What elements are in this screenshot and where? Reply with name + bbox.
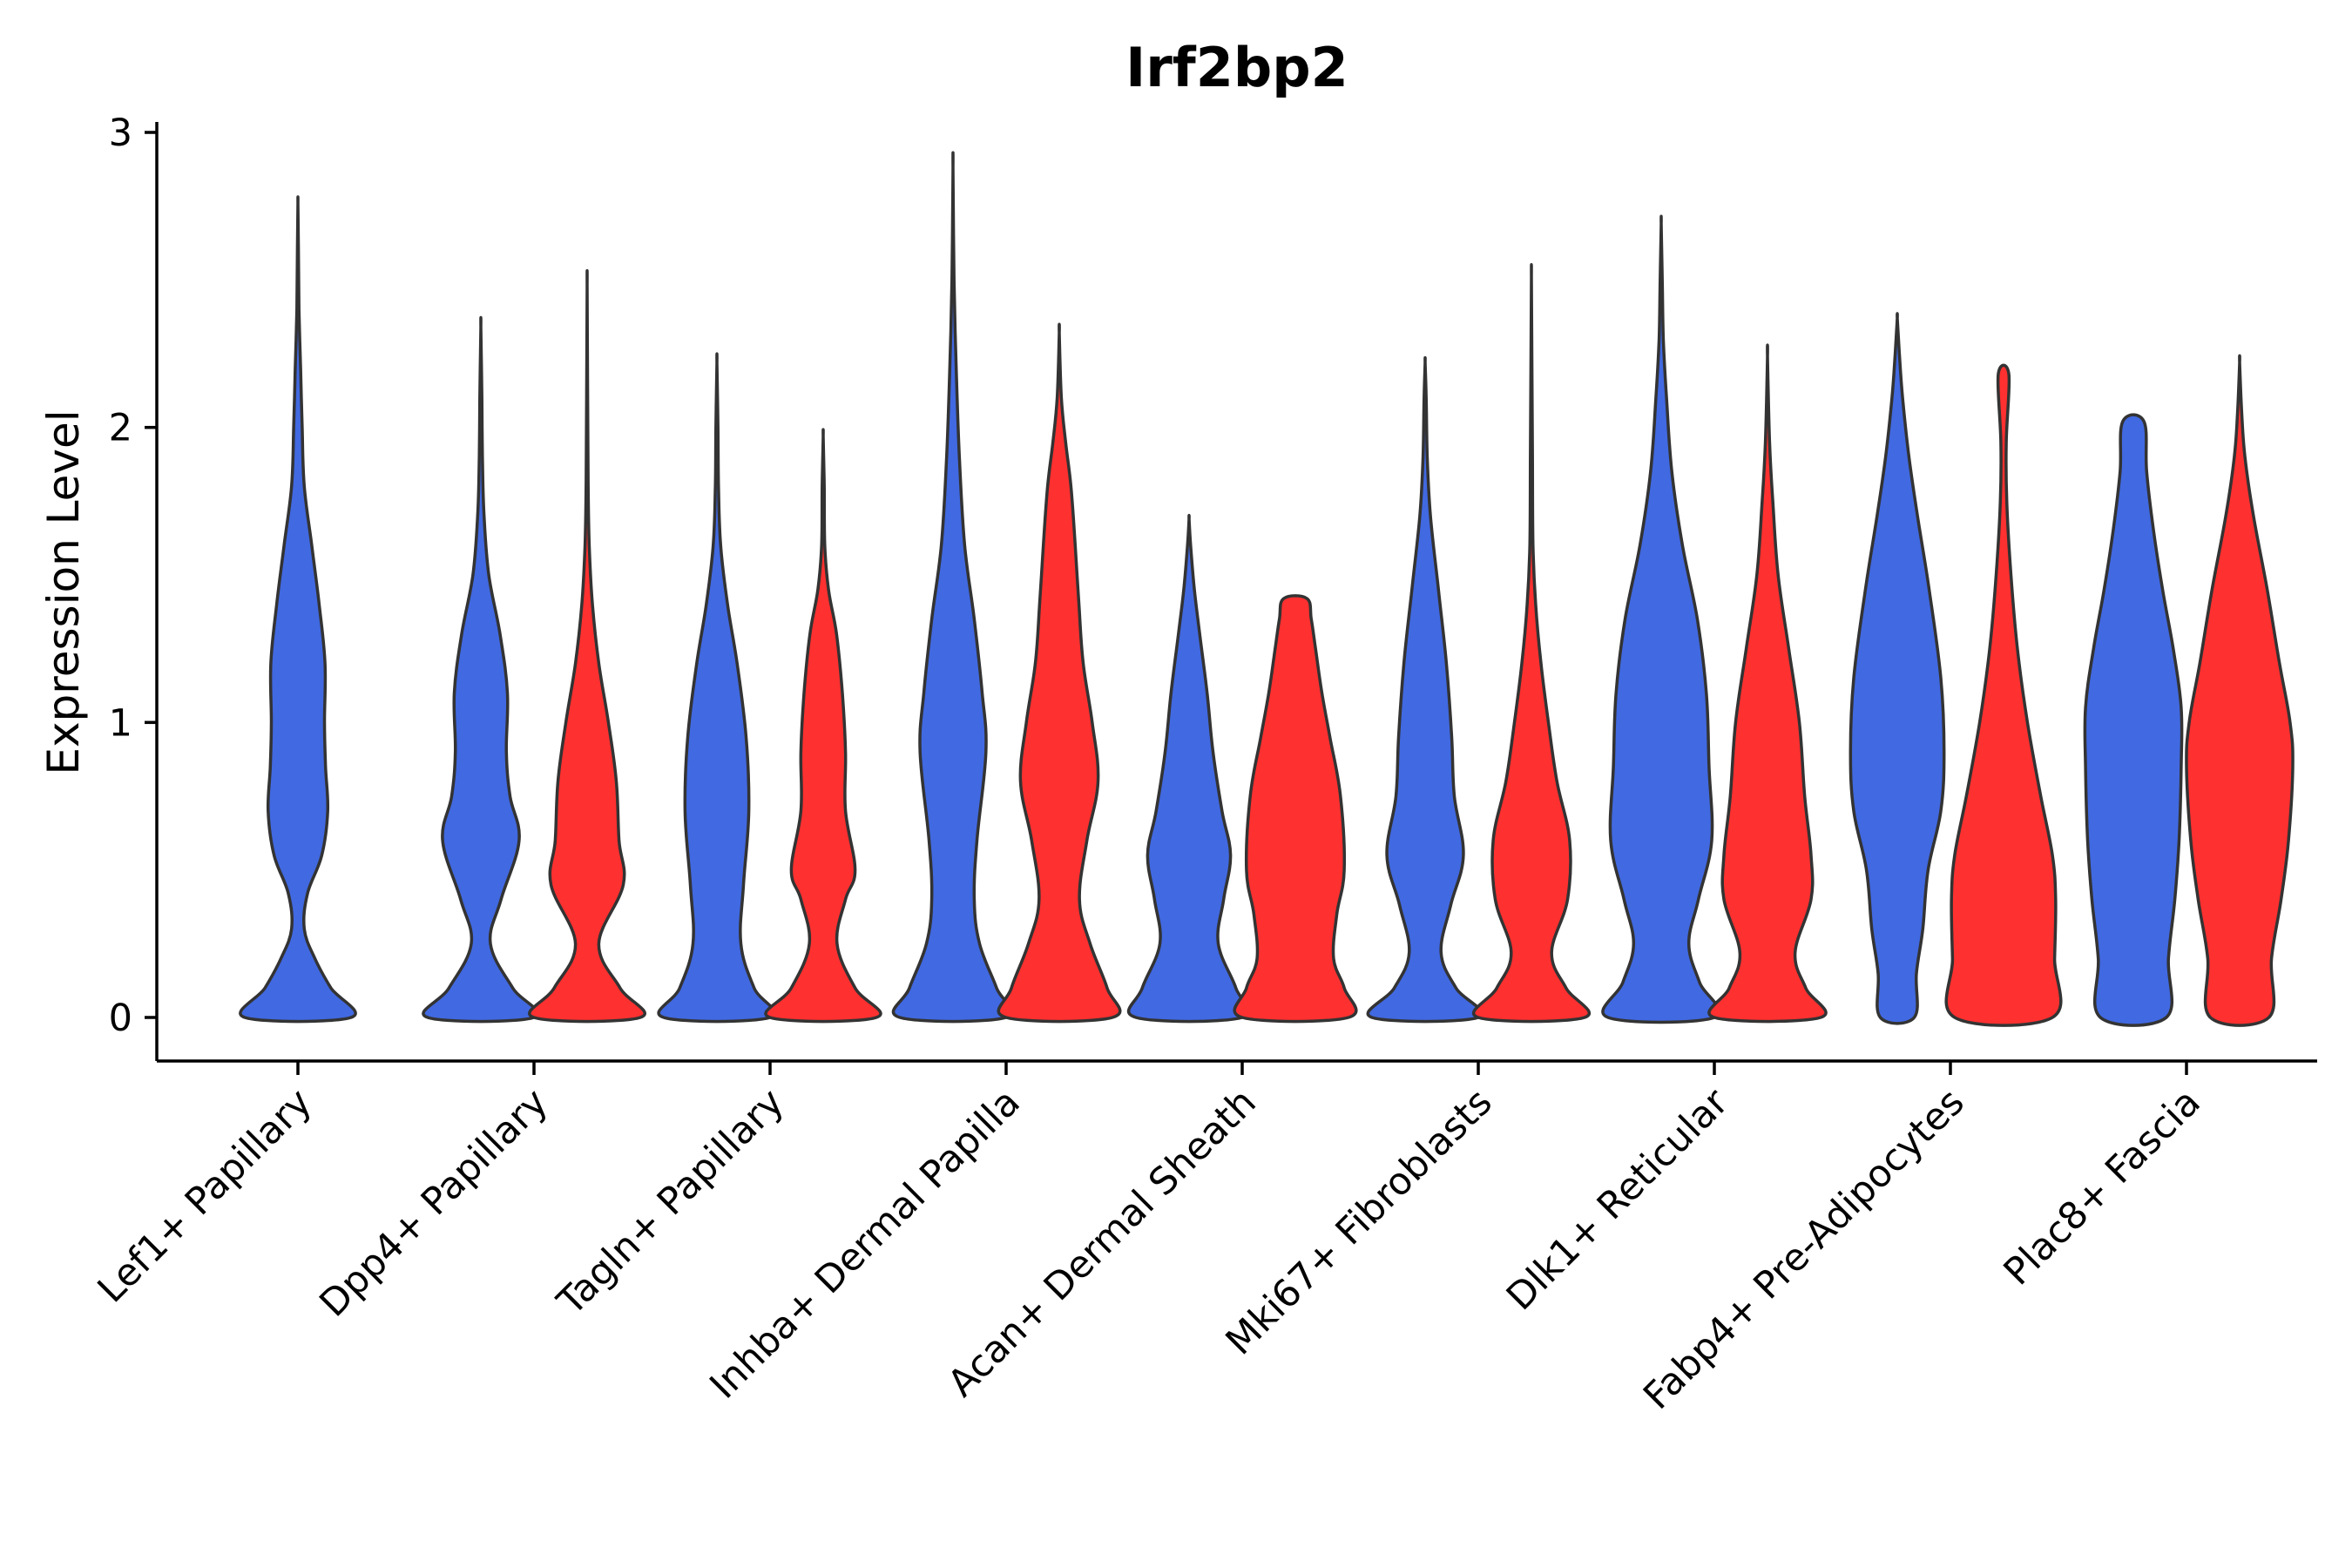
y-tick-label: 1: [109, 701, 132, 745]
violin-group-2: [1707, 343, 1828, 1024]
violin-group-1: [891, 151, 1015, 1024]
y-tick-label: 0: [109, 997, 132, 1040]
violin-group-2: [528, 268, 646, 1024]
y-tick-label: 2: [109, 407, 132, 450]
x-tick-label: Lef1+ Papillary: [90, 1080, 321, 1311]
violin-group-2: [1944, 363, 2063, 1027]
violin-group-1: [1127, 513, 1251, 1024]
x-tick-label: Plac8+ Fascia: [1996, 1080, 2209, 1294]
y-axis-label: Expression Level: [38, 409, 89, 774]
violin-group-1: [422, 315, 540, 1024]
y-tick-label: 3: [109, 112, 132, 155]
violin-group-1: [1601, 214, 1721, 1024]
violin-group-2: [1233, 594, 1358, 1024]
violin-group-2: [2185, 354, 2295, 1027]
x-tick-label: Tagln+ Papillary: [549, 1080, 793, 1324]
violin-group-2: [997, 322, 1122, 1024]
violin-group-2: [1471, 262, 1592, 1024]
violin-group-1: [1366, 355, 1484, 1024]
violin-group-1: [657, 352, 777, 1024]
x-tick-label: Mki67+ Fibroblasts: [1218, 1080, 1501, 1363]
x-tick-label: Dlk1+ Reticular: [1498, 1080, 1737, 1319]
violin-group-1: [2083, 413, 2184, 1027]
axes-layer: [155, 122, 2317, 1063]
chart-title: Irf2bp2: [1125, 36, 1348, 99]
violin-group-2: [764, 428, 882, 1024]
violins-layer: [239, 151, 2295, 1027]
y-ticks: 0 1 2 3: [109, 112, 157, 1040]
violin-group-1: [239, 195, 357, 1024]
x-tick-label: Dpp4+ Papillary: [312, 1080, 557, 1325]
violin-group-1: [1848, 312, 1946, 1025]
